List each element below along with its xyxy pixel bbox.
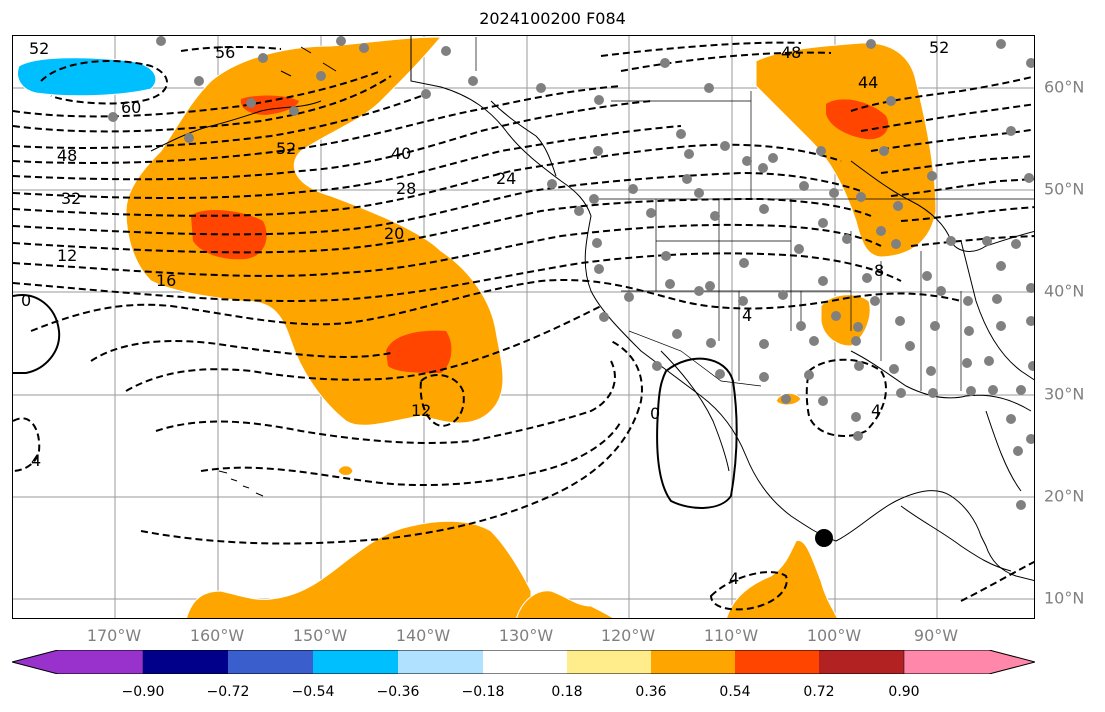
colorbar-segment xyxy=(735,650,819,674)
colorbar-segment xyxy=(903,650,1035,674)
contour-label: 12 xyxy=(411,401,431,420)
contour-label: 16 xyxy=(156,271,176,290)
contour-label: 44 xyxy=(858,73,878,92)
contour-label: 8 xyxy=(874,261,884,280)
contour-label: 52 xyxy=(29,39,49,58)
colorbar-segment xyxy=(228,650,313,674)
contour-label: 28 xyxy=(396,179,416,198)
station-dots xyxy=(108,36,1034,510)
contour-label: 0 xyxy=(650,404,660,423)
colorbar-tick: 0.36 xyxy=(635,684,667,700)
chart-title: 2024100200 F084 xyxy=(479,9,626,28)
colorbar-segment xyxy=(567,650,651,674)
contour-label: 48 xyxy=(781,43,801,62)
colorbar-tick: −0.18 xyxy=(461,684,505,700)
colorbar-tick: 0.18 xyxy=(551,684,583,700)
longitude-label: 160°W xyxy=(189,626,245,645)
contour-label: 0 xyxy=(21,291,31,310)
latitude-label: 20°N xyxy=(1044,486,1085,506)
colorbar-segment xyxy=(313,650,398,674)
longitude-label: 90°W xyxy=(913,626,959,645)
contour-label: 40 xyxy=(391,144,411,163)
negative-anomaly-fill xyxy=(17,57,157,97)
colorbar xyxy=(12,650,1035,674)
longitude-label: 110°W xyxy=(703,626,759,645)
latitude-label: 50°N xyxy=(1044,179,1085,199)
colorbar-tick: −0.36 xyxy=(376,684,420,700)
positive-anomaly-fill xyxy=(125,36,937,618)
longitude-label: 130°W xyxy=(498,626,554,645)
colorbar-tick: 0.72 xyxy=(803,684,835,700)
contour-label: 48 xyxy=(57,146,77,165)
latitude-label: 30°N xyxy=(1044,384,1085,404)
zero-contours xyxy=(13,294,738,509)
contour-label: 4 xyxy=(31,451,41,470)
map-svg: 52 56 60 48 32 12 16 52 40 28 24 20 12 4… xyxy=(13,36,1034,618)
contour-label: 56 xyxy=(215,43,235,62)
colorbar-segment xyxy=(819,650,904,674)
longitude-label: 140°W xyxy=(395,626,451,645)
colorbar-tick: −0.72 xyxy=(206,684,250,700)
contour-label: 12 xyxy=(57,246,77,265)
colorbar-segment xyxy=(483,650,567,674)
storm-marker xyxy=(815,529,833,547)
contour-label: 24 xyxy=(496,169,516,188)
longitude-label: 170°W xyxy=(86,626,142,645)
strong-positive-anomaly-fill xyxy=(191,95,889,373)
longitude-label: 150°W xyxy=(292,626,348,645)
longitude-label: 120°W xyxy=(600,626,656,645)
colorbar-tick: −0.54 xyxy=(291,684,335,700)
colorbar-tick: 0.54 xyxy=(719,684,751,700)
contour-label: 4 xyxy=(742,306,752,325)
colorbar-tick: −0.90 xyxy=(121,684,165,700)
latitude-label: 60°N xyxy=(1044,77,1085,97)
borders xyxy=(410,36,1034,391)
latitude-label: 10°N xyxy=(1044,588,1085,608)
colorbar-segment xyxy=(12,650,144,674)
longitude-label: 100°W xyxy=(806,626,862,645)
coastlines xyxy=(150,36,1034,582)
colorbar-tick: 0.90 xyxy=(888,684,920,700)
contour-label: 32 xyxy=(61,189,81,208)
colorbar-segment xyxy=(651,650,735,674)
map-frame: 52 56 60 48 32 12 16 52 40 28 24 20 12 4… xyxy=(12,35,1035,619)
contour-label: 52 xyxy=(929,38,949,57)
contour-lines xyxy=(13,41,1034,611)
latitude-label: 40°N xyxy=(1044,281,1085,301)
contour-label: 4 xyxy=(729,569,739,588)
contour-label-group: 52 56 60 48 32 12 16 52 40 28 24 20 12 4… xyxy=(21,38,949,588)
contour-label: 52 xyxy=(276,139,296,158)
contour-label: 60 xyxy=(121,98,141,117)
colorbar-segment xyxy=(398,650,483,674)
contour-label: 4 xyxy=(871,401,881,420)
colorbar-segment xyxy=(143,650,228,674)
contour-label: 20 xyxy=(384,224,404,243)
